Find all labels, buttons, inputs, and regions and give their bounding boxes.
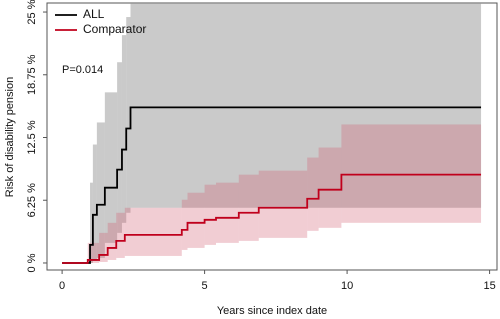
confidence-band [187, 192, 205, 248]
confidence-band [126, 17, 131, 213]
confidence-band [238, 174, 259, 241]
confidence-band [87, 242, 100, 263]
y-tick-label: 12.5 % [26, 120, 38, 154]
confidence-band [90, 182, 93, 263]
confidence-band [116, 212, 125, 258]
step-line [62, 173, 482, 264]
confidence-band [318, 147, 342, 228]
x-tick-label: 15 [483, 280, 495, 292]
y-tick-label: 0 % [26, 253, 38, 272]
y-tick-label: 25 % [26, 0, 38, 25]
x-tick-label: 5 [202, 280, 208, 292]
confidence-band [124, 207, 182, 256]
y-tick-label: 18.75 % [26, 54, 38, 95]
x-tick-label: 0 [59, 280, 65, 292]
legend-label: ALL [83, 7, 105, 21]
confidence-band [215, 182, 239, 243]
confidence-band [307, 157, 319, 231]
confidence-band [104, 92, 118, 243]
x-tick-label: 10 [341, 280, 353, 292]
confidence-band [258, 170, 308, 238]
confidence-band [121, 35, 127, 223]
confidence-band [99, 232, 108, 262]
confidence-band [204, 184, 216, 245]
x-axis-label: Years since index date [217, 305, 327, 317]
annotation: P=0.014 [62, 64, 103, 76]
confidence-band [96, 122, 105, 258]
confidence-band [130, 3, 482, 208]
confidence-band [107, 222, 117, 260]
y-tick-label: 6.25 % [26, 183, 38, 217]
confidence-band [117, 62, 122, 233]
confidence-band [181, 199, 188, 250]
step-line [62, 106, 482, 264]
confidence-band [341, 124, 482, 223]
legend-label: Comparator [83, 22, 146, 36]
y-axis-label: Risk of disability pension [4, 77, 16, 197]
confidence-band [92, 144, 97, 261]
